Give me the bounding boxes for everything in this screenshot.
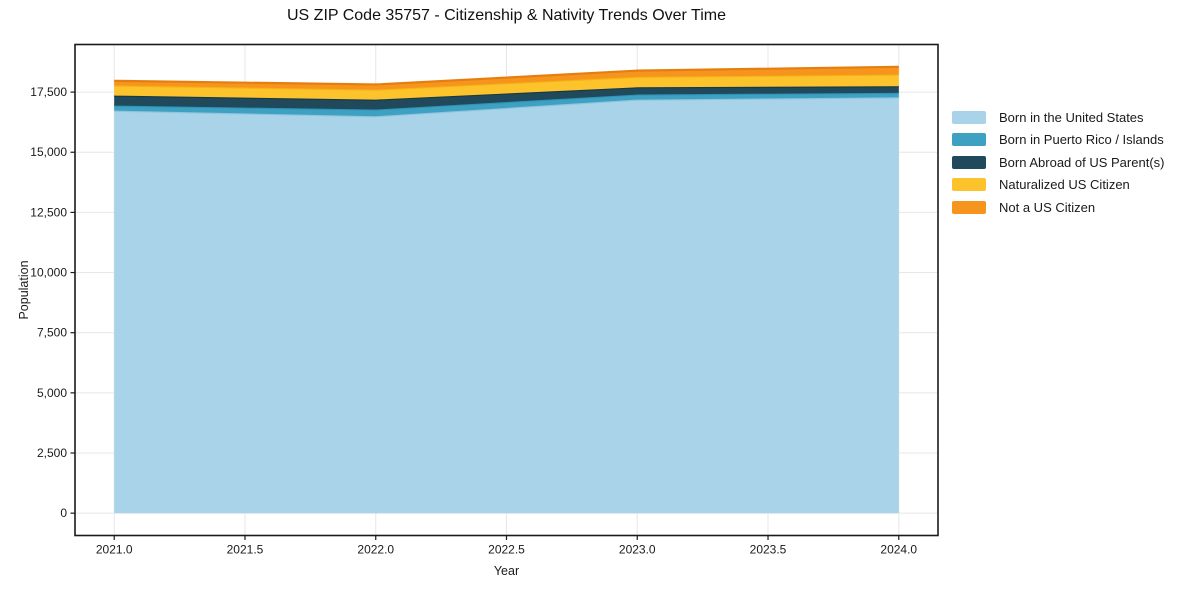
x-tick-label: 2022.5: [488, 543, 525, 557]
legend: Born in the United States Born in Puerto …: [952, 109, 1164, 222]
y-tick-label: 5,000: [37, 386, 67, 400]
x-tick-label: 2021.0: [96, 543, 133, 557]
x-tick-label: 2023.5: [750, 543, 787, 557]
legend-label: Born Abroad of US Parent(s): [999, 154, 1165, 170]
y-tick-label: 10,000: [30, 266, 67, 280]
x-tick-label: 2021.5: [227, 543, 264, 557]
legend-label: Not a US Citizen: [999, 199, 1096, 215]
legend-swatch: [952, 200, 986, 214]
legend-swatch: [952, 155, 986, 169]
legend-swatch: [952, 133, 986, 146]
chart-title: US ZIP Code 35757 - Citizenship & Nativi…: [287, 7, 726, 24]
y-tick-label: 12,500: [30, 205, 67, 219]
legend-label: Born in Puerto Rico / Islands: [999, 132, 1164, 147]
legend-label: Born in the United States: [999, 109, 1144, 125]
area-series-3: [114, 74, 899, 100]
legend-item-3: Naturalized US Citizen: [952, 177, 1164, 193]
area-series-0: [114, 97, 899, 514]
x-tick-label: 2022.0: [357, 543, 394, 557]
x-tick-label: 2024.0: [880, 543, 917, 557]
legend-label: Naturalized US Citizen: [999, 177, 1130, 192]
legend-swatch: [952, 110, 986, 124]
x-tick-label: 2023.0: [619, 543, 656, 557]
y-tick-label: 0: [60, 506, 67, 520]
y-tick-label: 17,500: [30, 85, 67, 99]
x-axis-label: Year: [493, 564, 520, 578]
area-series-1: [114, 92, 899, 117]
y-tick-label: 2,500: [37, 446, 67, 460]
legend-item-4: Not a US Citizen: [952, 199, 1164, 215]
legend-swatch: [952, 178, 986, 191]
y-axis-label: Population: [17, 260, 31, 320]
area-edge-line-4: [114, 65, 899, 86]
legend-item-2: Born Abroad of US Parent(s): [952, 154, 1164, 170]
y-tick-label: 7,500: [37, 326, 67, 340]
area-series-2: [114, 86, 899, 110]
y-tick-label: 15,000: [30, 145, 67, 159]
legend-item-0: Born in the United States: [952, 109, 1164, 125]
legend-item-1: Born in Puerto Rico / Islands: [952, 132, 1164, 148]
